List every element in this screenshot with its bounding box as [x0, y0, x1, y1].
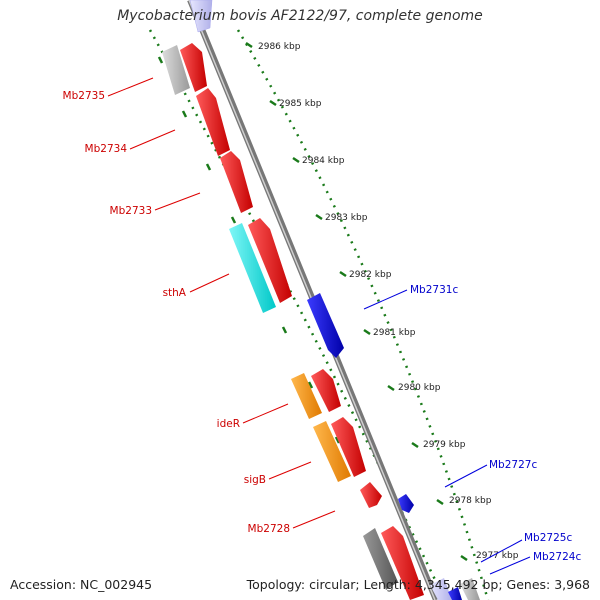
gene-label: Mb2734: [85, 143, 128, 155]
gene-sthA: [248, 218, 292, 303]
gene-label: Mb2728: [248, 523, 290, 535]
gene-label: Mb2725c: [524, 532, 572, 544]
tick-labels: 2986 kbp 2985 kbp 2984 kbp 2983 kbp 2982…: [258, 42, 519, 561]
tick-label: 2978 kbp: [449, 496, 492, 506]
gene-label: Mb2733: [110, 205, 152, 217]
gene-label: Mb2731c: [410, 284, 458, 296]
gene-mb2727c: [398, 494, 414, 513]
gene-gray-bottom-right: [460, 578, 480, 600]
gene-mb2734: [196, 88, 230, 156]
gene-mb2725c: [448, 587, 462, 600]
tick-label: 2985 kbp: [279, 99, 322, 109]
tick-label: 2981 kbp: [373, 328, 416, 338]
gene-label: sigB: [244, 474, 266, 486]
gene-red-bottom: [381, 526, 424, 600]
gene-sigB: [331, 417, 366, 477]
gene-pale-top: [189, 0, 213, 33]
gene-mb2735: [180, 43, 207, 92]
gene-mb2733: [220, 151, 253, 213]
gene-mb2735-gray: [162, 45, 190, 95]
right-gene-labels: Mb2731c Mb2727c Mb2725c Mb2724c: [363, 284, 581, 575]
tick-label: 2983 kbp: [325, 213, 368, 223]
gene-dark-bottom: [363, 528, 398, 590]
gene-sthA-cyan: [229, 223, 276, 313]
gene-label: Mb2727c: [489, 459, 537, 471]
gene-features: [162, 0, 480, 600]
outer-dotted-ring: [236, 29, 490, 600]
gene-label: sthA: [163, 287, 187, 299]
gene-mb2731c: [307, 293, 344, 358]
gene-mb2728: [360, 482, 382, 508]
tick-label: 2979 kbp: [423, 440, 466, 450]
gene-label: ideR: [217, 418, 240, 430]
gene-label: Mb2724c: [533, 551, 581, 563]
tick-label: 2986 kbp: [258, 42, 301, 52]
tick-label: 2980 kbp: [398, 383, 441, 393]
gene-pale-bottom: [430, 578, 452, 600]
left-gene-labels: Mb2735 Mb2734 Mb2733 sthA ideR sigB Mb27…: [63, 77, 336, 535]
tick-label: 2984 kbp: [302, 156, 345, 166]
gene-sigB-orange: [313, 421, 351, 482]
tick-label: 2977 kbp: [476, 551, 519, 561]
page-title: Mycobacterium bovis AF2122/97, complete …: [117, 8, 483, 24]
accession-text: Accession: NC_002945: [10, 577, 153, 592]
gene-ideR-orange: [291, 373, 322, 419]
gene-ideR: [311, 369, 341, 412]
tick-label: 2982 kbp: [349, 270, 392, 280]
genome-summary-text: Topology: circular; Length: 4,345,492 bp…: [246, 577, 590, 592]
gene-label: Mb2735: [63, 90, 105, 102]
